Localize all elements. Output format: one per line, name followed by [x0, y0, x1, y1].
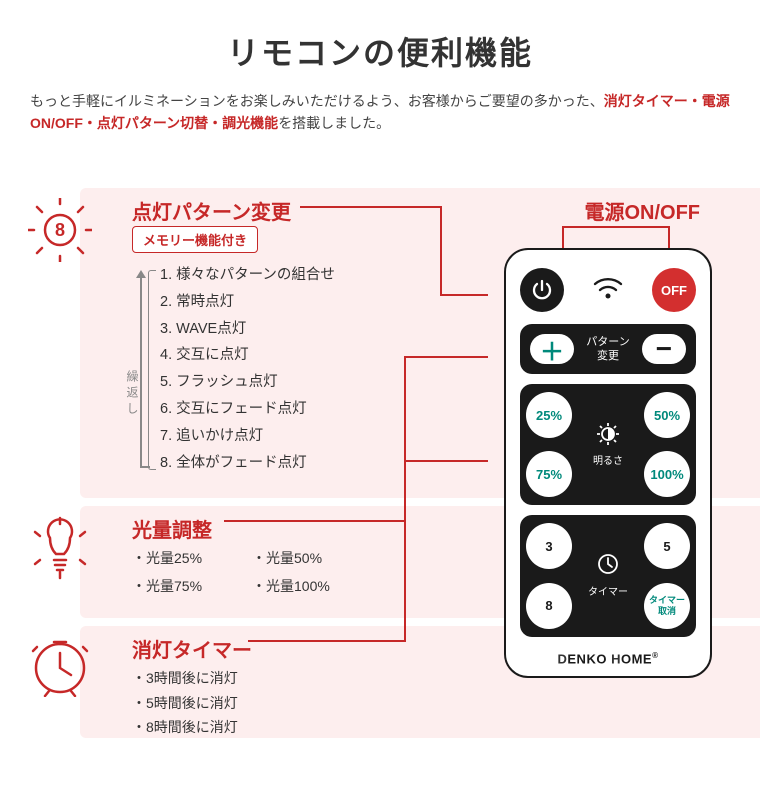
list-item: 8. 全体がフェード点灯	[160, 450, 335, 477]
subtitle-pre: もっと手軽にイルミネーションをお楽しみいただけるよう、お客様からご要望の多かった…	[30, 93, 604, 109]
connector	[224, 520, 404, 522]
subtitle-post: を搭載しました。	[278, 115, 390, 131]
connector	[440, 206, 442, 296]
page-title: リモコンの便利機能	[0, 28, 760, 74]
light-title: 光量調整	[132, 514, 212, 543]
wifi-icon	[592, 275, 624, 306]
timer-title: 消灯タイマー	[132, 634, 252, 663]
brightness-icon	[28, 516, 92, 580]
power-button[interactable]	[520, 268, 564, 312]
pattern-title: 点灯パターン変更	[132, 196, 291, 225]
pattern-panel: ＋ パターン 変更 −	[520, 324, 696, 374]
list-item: 2. 常時点灯	[160, 289, 335, 316]
power-icon	[531, 279, 553, 301]
timer-list: ・3時間後に消灯 ・5時間後に消灯 ・8時間後に消灯	[132, 666, 238, 740]
list-item: 4. 交互に点灯	[160, 342, 335, 369]
panel-brightness-icon	[596, 422, 620, 449]
list-item: 3. WAVE点灯	[160, 316, 335, 343]
connector	[300, 206, 440, 208]
list-item: ・光量25%	[132, 548, 252, 568]
timer-5-button[interactable]: 5	[644, 523, 690, 569]
pattern-minus-button[interactable]: −	[642, 334, 686, 364]
list-item: 6. 交互にフェード点灯	[160, 396, 335, 423]
pattern-panel-label: パターン 変更	[586, 335, 629, 364]
list-item: ・光量50%	[252, 548, 372, 568]
timer-8-button[interactable]: 8	[526, 583, 572, 629]
connector	[440, 294, 488, 296]
loop-arrow-icon	[136, 270, 146, 278]
power-label: 電源ON/OFF	[584, 196, 700, 225]
remote-control: OFF ＋ パターン 変更 − 25% 50% 75% 100% 明るさ 3 5…	[504, 248, 712, 678]
brightness-75-button[interactable]: 75%	[526, 451, 572, 497]
pattern-list: 1. 様々なパターンの組合せ 2. 常時点灯 3. WAVE点灯 4. 交互に点…	[160, 262, 335, 477]
subtitle: もっと手軽にイルミネーションをお楽しみいただけるよう、お客様からご要望の多かった…	[30, 90, 730, 135]
list-item: 1. 様々なパターンの組合せ	[160, 262, 335, 289]
list-item: ・光量75%	[132, 576, 252, 596]
connector	[404, 356, 488, 358]
brightness-panel-label: 明るさ	[593, 452, 623, 467]
light-list: ・光量25% ・光量50% ・光量75% ・光量100%	[132, 548, 372, 596]
timer-cancel-button[interactable]: タイマー 取消	[644, 583, 690, 629]
list-item: 5. フラッシュ点灯	[160, 369, 335, 396]
memory-badge: メモリー機能付き	[132, 226, 258, 253]
pattern-plus-button[interactable]: ＋	[530, 334, 574, 364]
list-item: ・5時間後に消灯	[132, 691, 238, 716]
connector	[248, 640, 404, 642]
brand-label: DENKO HOME®	[558, 651, 659, 666]
list-item: 7. 追いかけ点灯	[160, 423, 335, 450]
clock-icon	[28, 636, 92, 700]
bulb-8-icon: 8	[28, 198, 92, 262]
connector	[404, 460, 406, 642]
panel-clock-icon	[597, 553, 619, 578]
plus-icon: ＋	[540, 332, 564, 367]
brightness-panel: 25% 50% 75% 100% 明るさ	[520, 384, 696, 505]
list-item: ・3時間後に消灯	[132, 666, 238, 691]
connector	[404, 460, 488, 462]
timer-panel-label: タイマー	[588, 583, 628, 598]
brightness-100-button[interactable]: 100%	[644, 451, 690, 497]
list-item: ・8時間後に消灯	[132, 715, 238, 740]
brightness-50-button[interactable]: 50%	[644, 392, 690, 438]
brightness-25-button[interactable]: 25%	[526, 392, 572, 438]
timer-panel: 3 5 8 タイマー 取消 タイマー	[520, 515, 696, 636]
svg-text:8: 8	[55, 220, 65, 240]
timer-3-button[interactable]: 3	[526, 523, 572, 569]
list-item: ・光量100%	[252, 576, 372, 596]
loop-label: 繰返し	[124, 370, 141, 418]
off-button[interactable]: OFF	[652, 268, 696, 312]
loop-bracket	[148, 270, 156, 470]
connector	[562, 226, 670, 228]
